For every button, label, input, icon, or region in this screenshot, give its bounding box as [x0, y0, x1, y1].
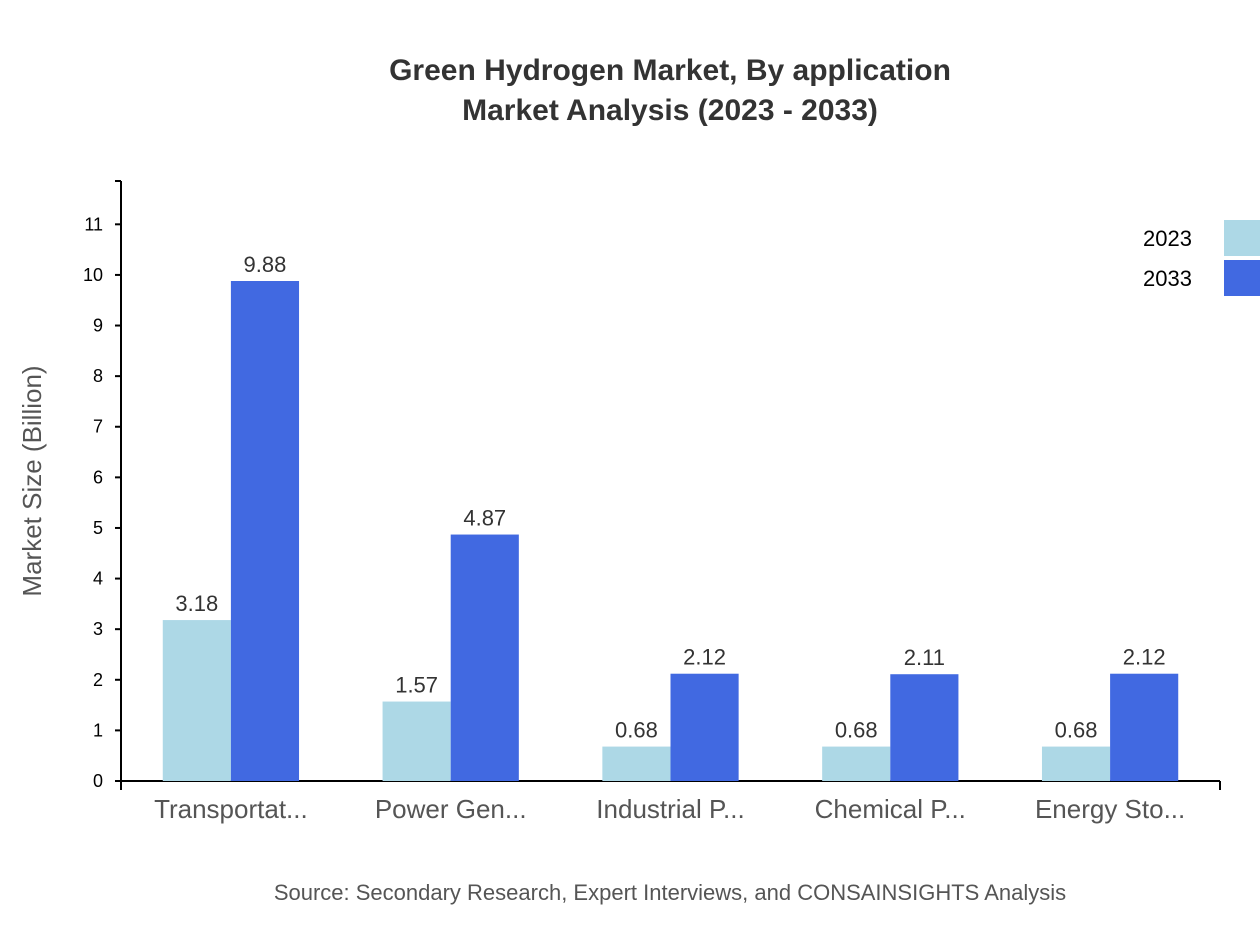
y-tick-label: 0 — [93, 771, 103, 791]
y-tick-label: 10 — [83, 265, 103, 285]
source-note: Source: Secondary Research, Expert Inter… — [274, 880, 1066, 905]
bar-2023 — [1041, 746, 1111, 781]
y-tick-label: 1 — [93, 720, 103, 740]
y-tick-label: 2 — [93, 670, 103, 690]
chart-subtitle: Market Analysis (2023 - 2033) — [462, 94, 878, 127]
y-tick-label: 3 — [93, 619, 103, 639]
bar-2033 — [230, 281, 300, 781]
bar-2023 — [822, 746, 891, 781]
data-label: 3.18 — [175, 591, 218, 616]
y-tick-label: 9 — [93, 316, 103, 336]
y-tick-label: 8 — [93, 366, 103, 386]
bar-2023 — [382, 701, 451, 781]
bar-2023 — [162, 620, 231, 781]
y-tick-label: 5 — [93, 518, 103, 538]
y-tick-label: 7 — [93, 417, 103, 437]
legend-swatch-2033 — [1224, 260, 1260, 296]
x-tick-label: Industrial P... — [596, 794, 744, 824]
legend-label: 2033 — [1143, 266, 1192, 291]
legend-label: 2023 — [1143, 226, 1192, 251]
bar-2033 — [670, 673, 739, 781]
x-tick-label: Transportat... — [154, 794, 308, 824]
data-label: 9.88 — [244, 252, 287, 277]
y-tick-label: 6 — [93, 467, 103, 487]
bar-2033 — [450, 534, 519, 781]
legend: 2023 2033 — [1143, 220, 1260, 296]
y-axis-label: Market Size (Billion) — [17, 365, 47, 596]
data-label: 2.12 — [1123, 645, 1166, 670]
x-tick-label: Power Gen... — [375, 794, 527, 824]
legend-swatch-2023 — [1224, 220, 1260, 256]
y-tick-label: 11 — [84, 214, 103, 234]
data-label: 0.68 — [1055, 718, 1098, 743]
bar-2023 — [602, 746, 671, 781]
chart-title: Green Hydrogen Market, By application — [389, 54, 951, 87]
bar-2033 — [890, 674, 959, 781]
data-label: 2.12 — [683, 645, 726, 670]
x-tick-label: Energy Sto... — [1035, 794, 1185, 824]
plot-area: 0 1 2 3 4 5 6 7 8 9 10 11 3.18 9.88 Transportat... 1.57… — [83, 180, 1221, 824]
data-label: 1.57 — [395, 673, 438, 698]
data-label: 4.87 — [463, 506, 506, 531]
data-label: 2.11 — [904, 645, 945, 670]
bar-2033 — [1110, 673, 1179, 781]
x-tick-label: Chemical P... — [815, 794, 966, 824]
y-tick-label: 4 — [93, 569, 103, 589]
data-label: 0.68 — [615, 718, 658, 743]
data-label: 0.68 — [835, 718, 878, 743]
